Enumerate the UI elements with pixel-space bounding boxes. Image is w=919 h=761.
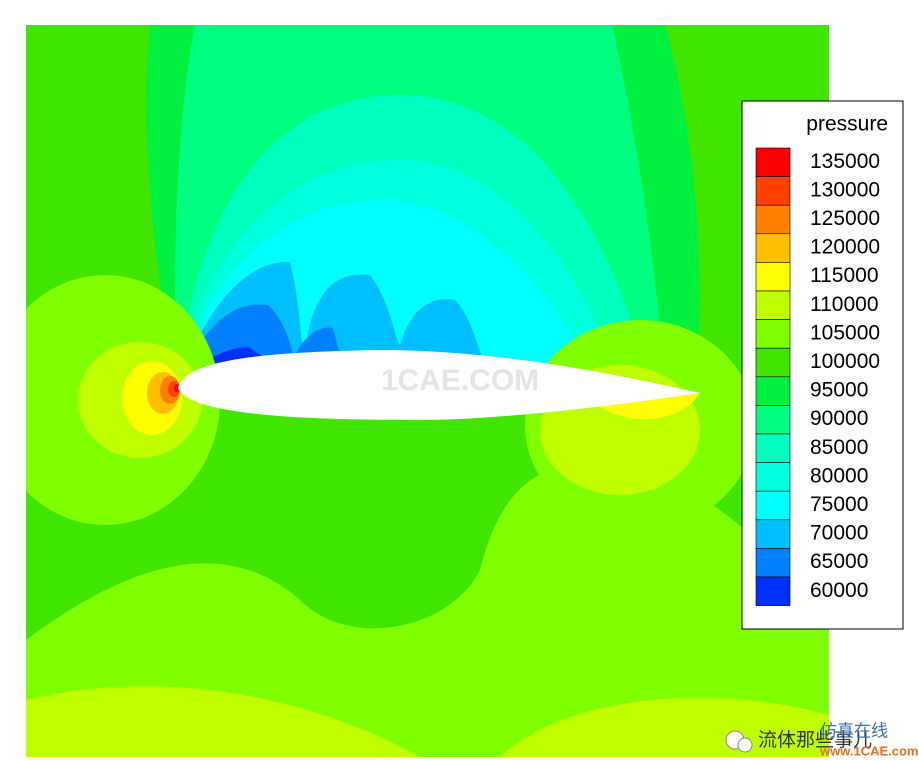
- airfoil: [178, 350, 700, 420]
- wechat-icon: [725, 730, 753, 753]
- legend-label: 75000: [810, 493, 868, 516]
- legend-label: 60000: [810, 579, 868, 602]
- contour-region: [174, 384, 180, 392]
- watermark: 流体那些事儿: [758, 729, 872, 751]
- legend-swatch: [755, 376, 791, 406]
- legend-swatch: [755, 290, 791, 320]
- legend-label: 130000: [810, 178, 880, 201]
- legend-swatch: [755, 233, 791, 263]
- legend-swatch: [755, 405, 791, 435]
- contour-region: [26, 464, 829, 757]
- legend-label: 135000: [810, 150, 880, 173]
- contour-region: [26, 686, 420, 757]
- legend-swatch: [755, 548, 791, 578]
- legend-swatch: [755, 347, 791, 378]
- legend-swatch: [755, 204, 791, 235]
- legend-label: 125000: [810, 207, 880, 230]
- legend-label: 115000: [810, 264, 879, 287]
- legend-label: 80000: [810, 464, 868, 487]
- legend-swatch: [755, 319, 791, 349]
- legend-swatch: [755, 576, 791, 606]
- legend-swatch: [755, 176, 791, 206]
- contour-plot: [26, 25, 829, 757]
- watermark: www.1CAE.com: [819, 743, 918, 758]
- legend-label: 70000: [810, 522, 868, 545]
- legend-label: 105000: [810, 321, 880, 344]
- legend-swatch: [755, 433, 791, 463]
- legend-label: 100000: [810, 350, 880, 373]
- legend-swatch: [755, 262, 791, 292]
- legend-swatch: [755, 147, 791, 177]
- legend-label: 110000: [810, 293, 879, 316]
- legend-label: 65000: [810, 550, 868, 573]
- watermark: 1CAE.COM: [381, 364, 539, 397]
- legend-title: pressure: [806, 113, 888, 136]
- legend-label: 85000: [810, 436, 868, 459]
- legend: pressure 135000 130000 125000 120000 115000 1…: [741, 100, 904, 630]
- legend-swatch: [755, 462, 791, 492]
- legend-swatch: [755, 519, 791, 549]
- legend-label: 120000: [810, 236, 880, 259]
- legend-label: 95000: [810, 379, 868, 402]
- legend-label: 90000: [810, 407, 868, 430]
- watermark: 仿真在线: [820, 721, 888, 740]
- legend-swatch: [755, 490, 791, 521]
